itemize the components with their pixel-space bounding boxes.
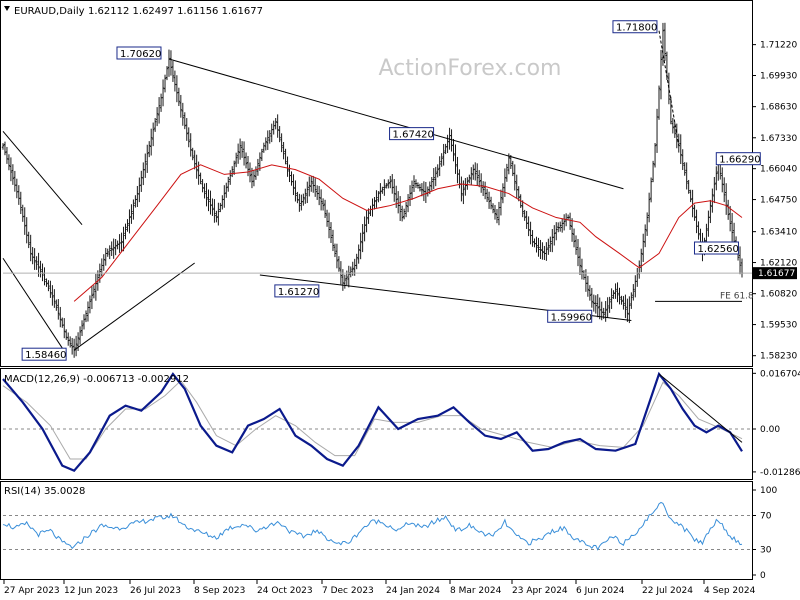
price-axis-label: 1.62120 xyxy=(760,259,797,269)
price-axis-label: 1.68630 xyxy=(760,103,797,113)
date-axis: 27 Apr 2023 12 Jun 2023 26 Jul 2023 8 Sep 2… xyxy=(3,580,756,596)
annotation-label: 1.59960 xyxy=(551,312,592,323)
date-axis-label: 22 Jul 2024 xyxy=(642,586,693,596)
price-axis-label: 1.71220 xyxy=(760,41,797,51)
moving-average xyxy=(73,164,743,302)
annotation-box xyxy=(274,284,320,298)
price-axis-label: 1.63410 xyxy=(760,228,797,238)
rsi-axis-label: 70 xyxy=(760,512,772,522)
date-axis-label: 27 Apr 2023 xyxy=(4,586,60,596)
annotation-label: 1.61270 xyxy=(278,287,319,298)
date-axis-label: 4 Sep 2024 xyxy=(704,586,756,596)
rsi-panel-frame xyxy=(0,481,753,580)
macd-trendline xyxy=(658,373,743,443)
date-axis-label: 24 Jan 2024 xyxy=(386,586,440,596)
fe-label: FE 61.8 xyxy=(720,291,754,301)
annotation-box xyxy=(21,347,67,361)
last-price-label: 1.61677 xyxy=(758,269,795,279)
annotation-label: 1.71800 xyxy=(616,23,657,34)
price-axis-label: 1.60820 xyxy=(760,290,797,300)
annotation-box xyxy=(389,127,435,141)
macd-axis-label: 0.00 xyxy=(760,425,780,435)
price-axis-label: 1.59530 xyxy=(760,321,797,331)
price-panel-frame xyxy=(0,0,753,367)
macd-axis-label: 0.016704 xyxy=(760,369,800,379)
chart-header-ohlc: 1.62112 1.62497 1.61156 1.61677 xyxy=(88,6,263,17)
annotation-label: 1.66290 xyxy=(719,155,760,166)
rsi-line xyxy=(2,501,743,551)
date-axis-label: 23 Apr 2024 xyxy=(512,586,568,596)
price-axis: 1.71220 1.69930 1.68630 1.67330 1.66040 1.647… xyxy=(752,41,797,362)
trendline xyxy=(658,30,680,146)
rsi-title: RSI(14) 35.0028 xyxy=(4,486,85,497)
date-axis-label: 8 Mar 2024 xyxy=(450,586,502,596)
annotation-label: 1.67420 xyxy=(393,130,434,141)
annotation-label: 1.70620 xyxy=(120,49,161,60)
macd-line xyxy=(2,371,743,472)
trendline xyxy=(2,257,63,349)
price-axis-label: 1.64750 xyxy=(760,196,797,206)
trendline xyxy=(73,262,195,351)
annotation-label: 1.62560 xyxy=(697,244,738,255)
date-axis-label: 6 Jun 2024 xyxy=(576,586,625,596)
trendlines xyxy=(2,30,752,351)
annotation-label: 1.58460 xyxy=(25,350,66,361)
price-axis-label: 1.69930 xyxy=(760,72,797,82)
date-axis-label: 8 Sep 2023 xyxy=(194,586,245,596)
date-axis-label: 7 Dec 2023 xyxy=(322,586,374,596)
price-bars xyxy=(1,22,744,358)
moving-average-line xyxy=(73,164,743,302)
macd-title: MACD(12,26,9) -0.006713 -0.002912 xyxy=(4,374,189,385)
date-axis-label: 12 Jun 2023 xyxy=(64,586,118,596)
trendline xyxy=(168,58,624,190)
annotation-box xyxy=(116,46,162,60)
macd-indicator: 0.016704 0.00 -0.012869 xyxy=(2,369,800,478)
annotation-box xyxy=(715,152,761,166)
price-annotations: 1.70620 1.58460 1.61270 1.67420 1.59960 1.718… xyxy=(21,20,761,361)
date-axis-label: 26 Jul 2023 xyxy=(130,586,181,596)
rsi-indicator: 100 70 30 0 xyxy=(2,486,777,581)
rsi-axis-label: 100 xyxy=(760,486,777,496)
price-axis-label: 1.58230 xyxy=(760,352,797,362)
trendline xyxy=(2,130,83,226)
annotation-box xyxy=(693,241,739,255)
watermark: ActionForex.com xyxy=(379,56,562,81)
price-axis-label: 1.66040 xyxy=(760,165,797,175)
last-price-box xyxy=(753,267,797,280)
date-axis-label: 24 Oct 2023 xyxy=(257,586,313,596)
header-dropdown-icon[interactable] xyxy=(4,6,10,11)
rsi-axis-label: 30 xyxy=(760,546,772,556)
annotation-box xyxy=(547,309,593,323)
price-axis-label: 1.67330 xyxy=(760,134,797,144)
macd-axis-label: -0.012869 xyxy=(760,468,800,478)
chart-header-symbol: EURAUD,Daily xyxy=(14,6,85,17)
annotation-box xyxy=(612,20,658,34)
rsi-axis-label: 0 xyxy=(760,571,766,581)
macd-panel-frame xyxy=(0,368,753,480)
